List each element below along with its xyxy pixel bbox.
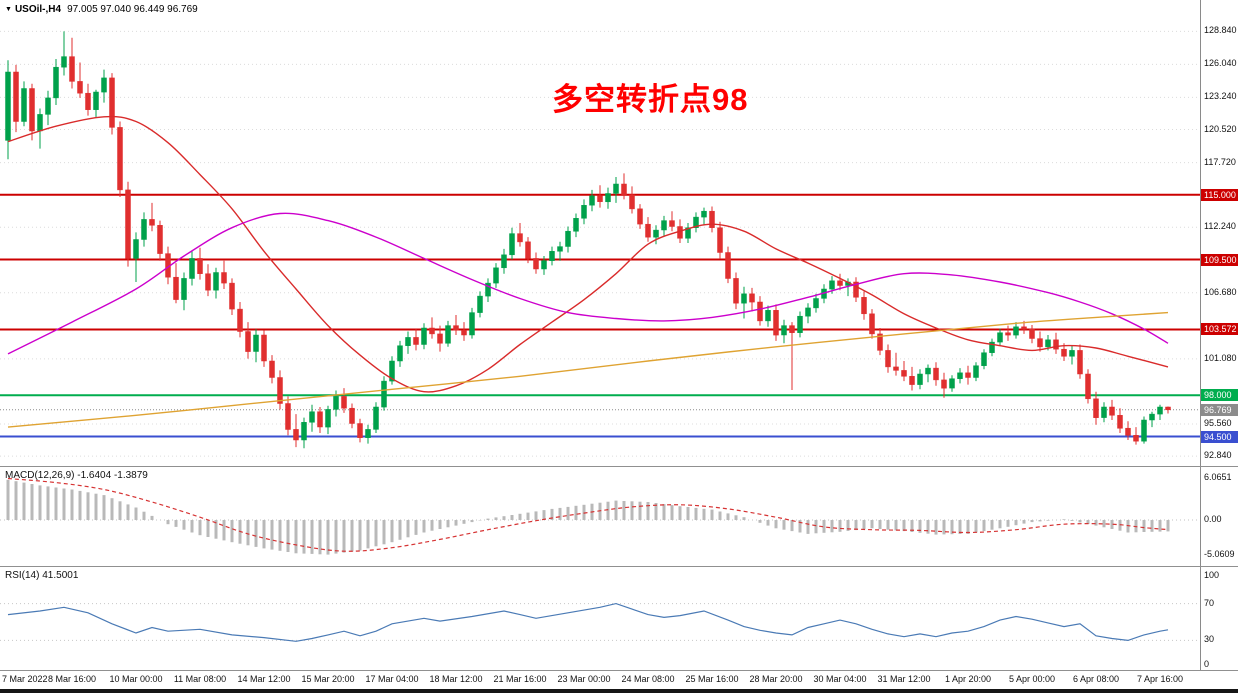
price-tick-label: 101.080 [1204,353,1237,363]
time-axis-label: 7 Mar 2022 [2,674,48,684]
time-axis-label: 8 Mar 16:00 [47,674,97,684]
macd-name: MACD(12,26,9) [5,470,75,481]
time-axis-separator [0,670,1238,671]
rsi-canvas[interactable] [0,568,1200,670]
time-axis-label: 14 Mar 12:00 [237,674,291,684]
rsi-scale-label: 70 [1204,598,1215,608]
time-axis-label: 30 Mar 04:00 [813,674,867,684]
time-axis-label: 25 Mar 16:00 [685,674,739,684]
moving-average-layer [7,115,1169,428]
time-axis[interactable]: 7 Mar 2022 8 Mar 16:00 10 Mar 00:00 11 Mar … [0,671,1238,689]
price-scale[interactable]: 128.840 126.040 123.240 120.520 117.720 115.0… [1200,0,1238,689]
macd-value-1: -1.6404 [77,470,112,481]
macd-histogram [6,479,1170,555]
time-axis-label: 10 Mar 00:00 [109,674,163,684]
ma-fast-red [7,115,1169,393]
price-tick-label: 106.680 [1204,287,1237,297]
panel-separator-rsi[interactable] [0,566,1238,567]
price-level-label: 96.769 [1201,404,1238,416]
time-axis-label: 15 Mar 20:00 [301,674,355,684]
time-axis-label: 18 Mar 12:00 [429,674,483,684]
grid-layer [0,30,1200,457]
rsi-scale-label: 0 [1204,659,1210,669]
price-level-label: 109.500 [1201,254,1238,266]
price-tick-label: 126.040 [1204,58,1237,68]
rsi-line [7,602,1169,642]
macd-canvas[interactable] [0,468,1200,566]
window-bottom-edge [0,689,1238,693]
rsi-value: 41.5001 [42,570,79,581]
candlestick-layer [5,31,1171,449]
panel-separator-macd[interactable] [0,466,1238,467]
price-tick-label: 117.720 [1204,157,1236,167]
symbol-timeframe-label: USOil-,H4 [14,4,62,15]
time-axis-label: 21 Mar 16:00 [493,674,547,684]
time-axis-label: 5 Apr 00:00 [1008,674,1056,684]
time-axis-label: 23 Mar 00:00 [557,674,611,684]
macd-label: MACD(12,26,9) -1.6404 -1.3879 [5,470,148,481]
price-tick-label: 112.240 [1204,221,1236,231]
ma-slow-orange [7,311,1169,428]
rsi-scale-label: 30 [1204,634,1215,644]
price-tick-label: 92.840 [1204,450,1232,460]
price-tick-label: 95.560 [1204,418,1232,428]
rsi-level-lines [0,603,1200,641]
price-level-label: 98.000 [1201,389,1238,401]
time-axis-label: 11 Mar 08:00 [173,674,227,684]
time-axis-label: 1 Apr 20:00 [944,674,992,684]
time-axis-label: 28 Mar 20:00 [749,674,803,684]
macd-signal-line [7,477,1169,552]
rsi-name: RSI(14) [5,570,40,581]
horizontal-level-lines [0,193,1200,438]
symbol-dropdown-icon[interactable]: ▼ [5,6,12,13]
time-axis-label: 17 Mar 04:00 [365,674,419,684]
macd-scale-label: -5.0609 [1204,549,1235,559]
macd-value-2: -1.3879 [113,470,148,481]
price-level-label: 103.572 [1201,323,1238,335]
price-level-label: 94.500 [1201,431,1238,443]
ohlc-values: 97.005 97.040 96.449 96.769 [67,4,198,15]
time-axis-label: 31 Mar 12:00 [877,674,931,684]
price-tick-label: 123.240 [1204,91,1237,101]
macd-scale-label: 0.00 [1204,514,1222,524]
time-axis-label: 6 Apr 08:00 [1072,674,1120,684]
annotation-text: 多空转折点98 [552,82,749,117]
chart-header: ▼ USOil-,H4 97.005 97.040 96.449 96.769 [5,4,198,15]
time-axis-label: 7 Apr 16:00 [1136,674,1184,684]
rsi-label: RSI(14) 41.5001 [5,570,78,581]
price-tick-label: 120.520 [1204,124,1237,134]
price-tick-label: 128.840 [1204,25,1237,35]
rsi-scale-label: 100 [1204,570,1220,580]
ma-mid-magenta [7,212,1169,355]
main-chart-canvas[interactable] [0,0,1200,466]
price-level-label: 115.000 [1201,189,1238,201]
macd-scale-label: 6.0651 [1204,472,1232,482]
time-axis-label: 24 Mar 08:00 [621,674,675,684]
